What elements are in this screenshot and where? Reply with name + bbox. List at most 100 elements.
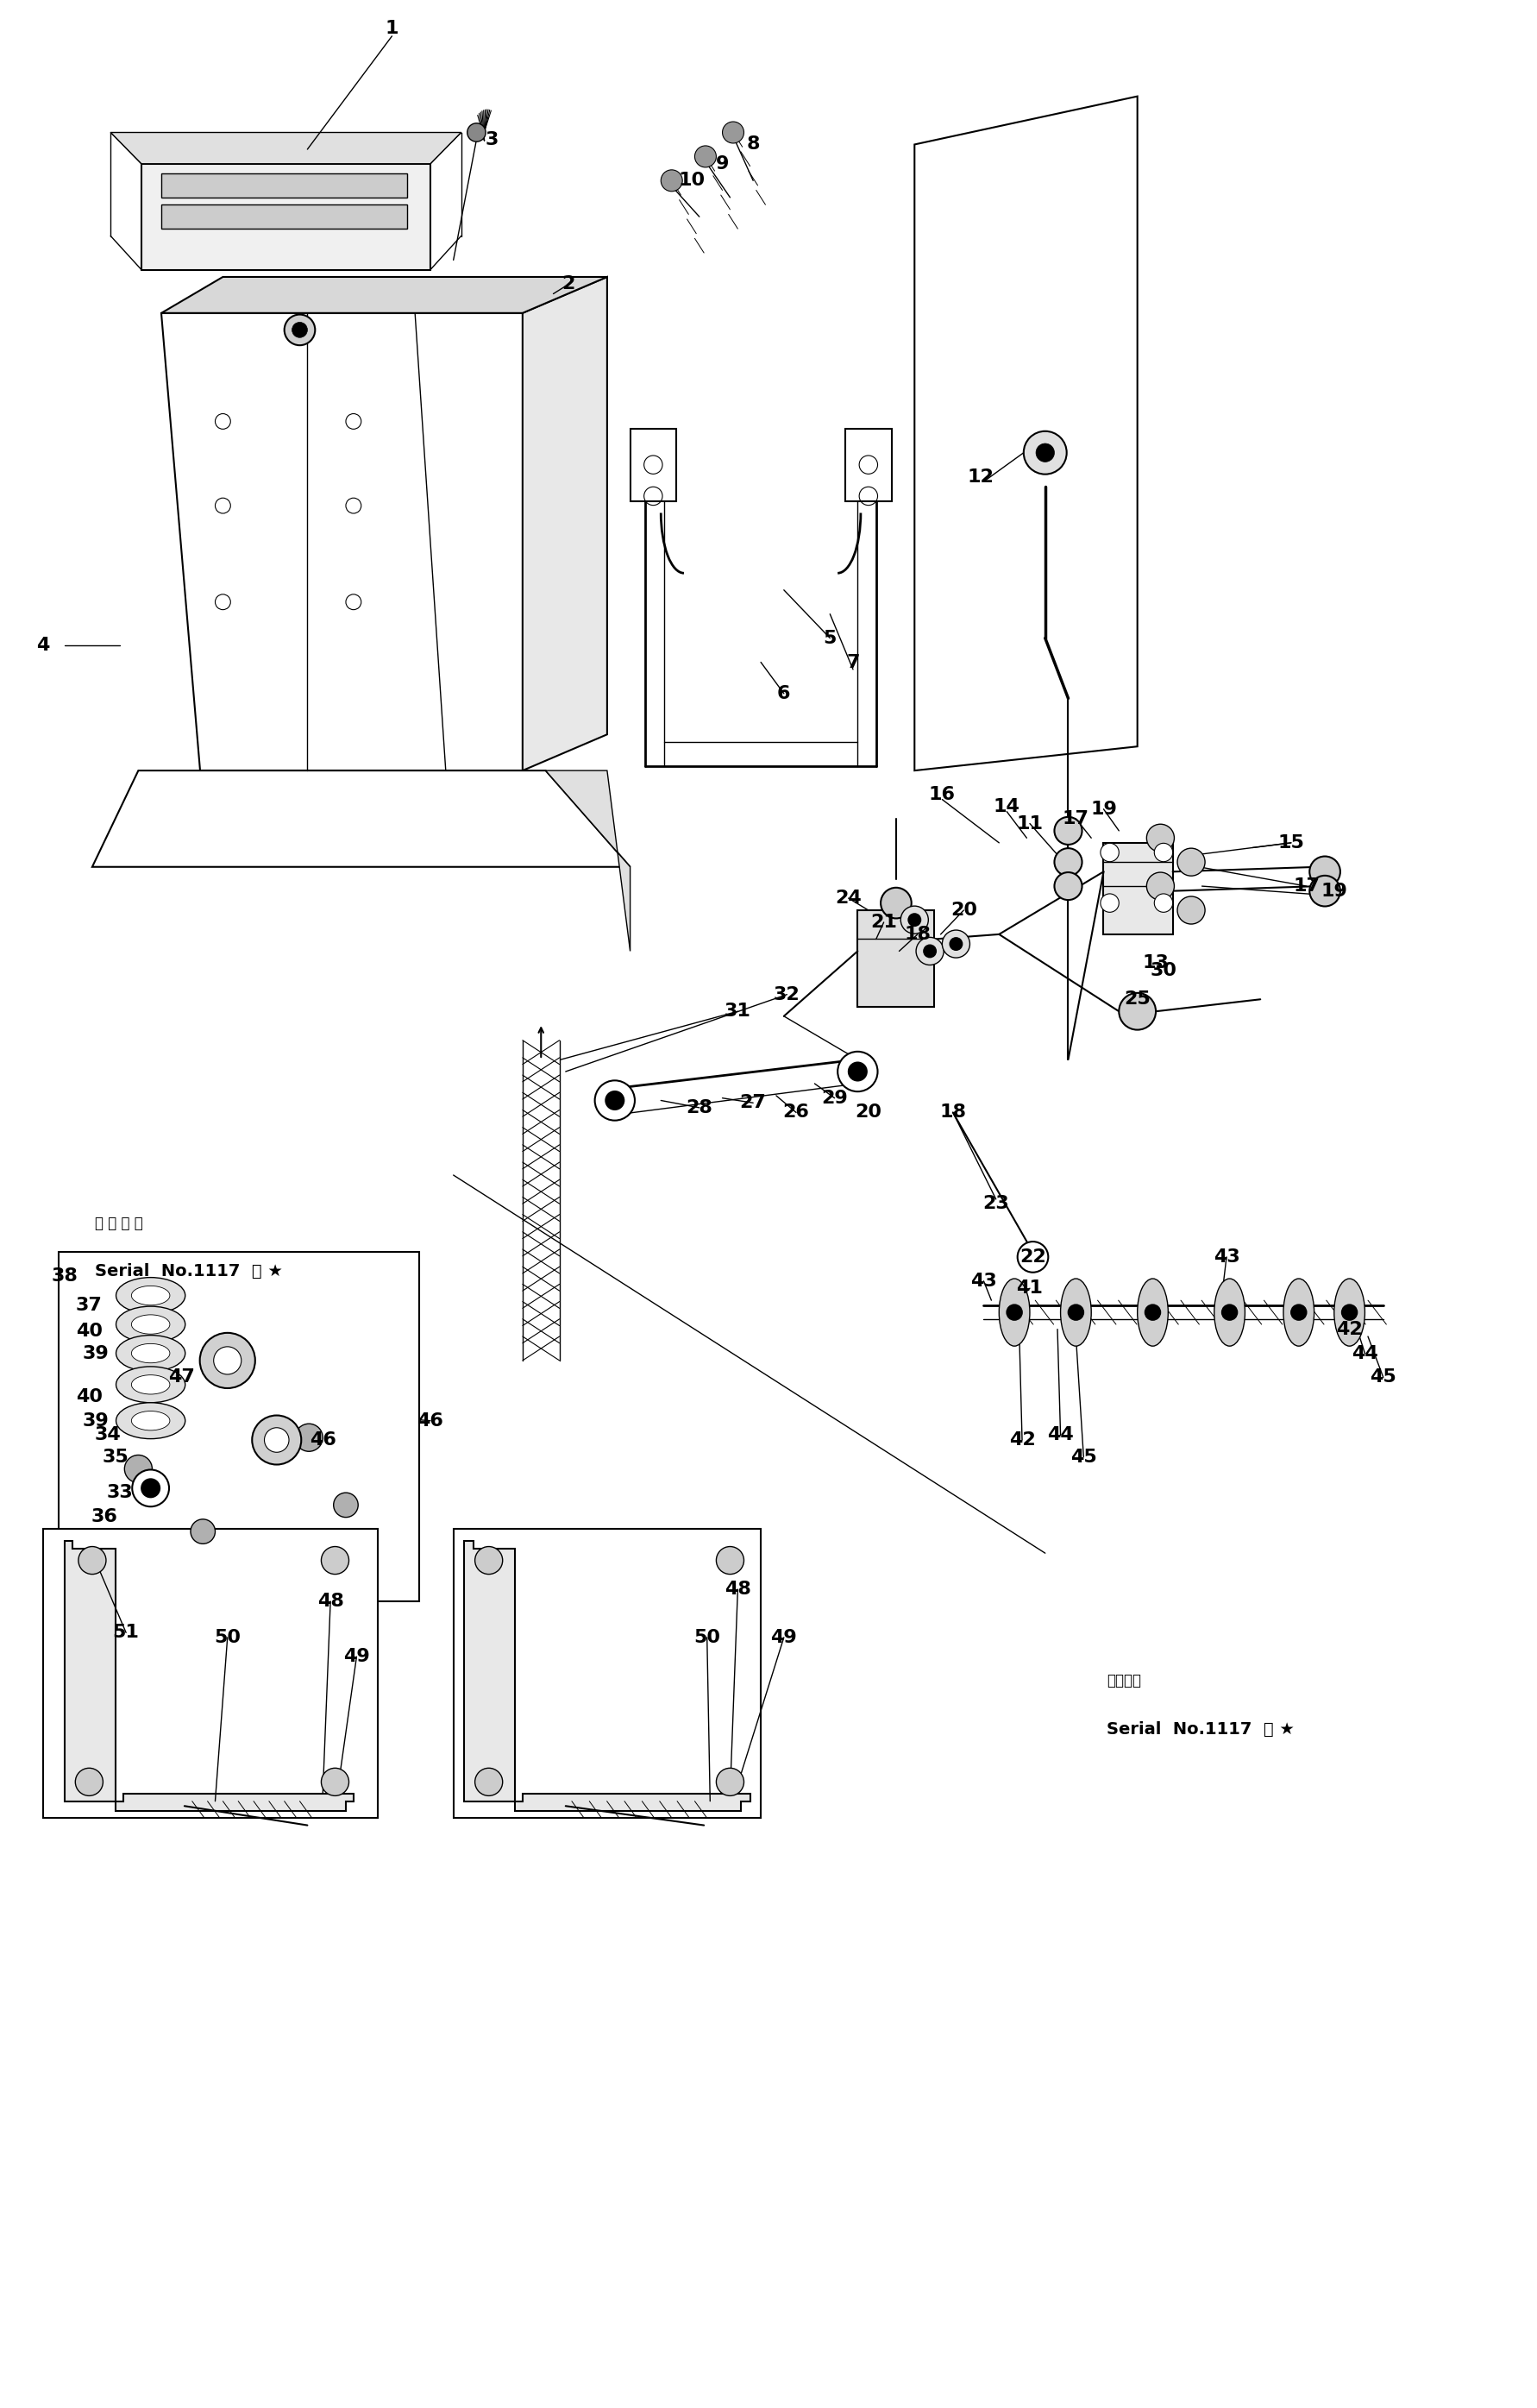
Ellipse shape [132,1375,171,1394]
Text: 1: 1 [386,19,398,39]
Text: 15: 15 [1277,833,1305,852]
Circle shape [1291,1305,1306,1320]
Ellipse shape [117,1279,186,1315]
Ellipse shape [132,1411,171,1430]
Text: 42: 42 [1008,1430,1036,1450]
Text: 18: 18 [904,925,931,944]
Text: 11: 11 [1016,814,1044,833]
Text: 24: 24 [835,889,862,908]
Circle shape [467,123,486,142]
Ellipse shape [132,1286,171,1305]
Circle shape [1310,857,1340,886]
Ellipse shape [132,1315,171,1334]
Ellipse shape [1061,1279,1091,1346]
Circle shape [942,929,970,958]
Text: 38: 38 [51,1267,78,1286]
Circle shape [1147,872,1174,901]
Text: 7: 7 [847,653,859,672]
Ellipse shape [1283,1279,1314,1346]
Text: 43: 43 [1213,1247,1240,1267]
Text: 50: 50 [693,1628,721,1647]
Text: 40: 40 [75,1322,103,1341]
Circle shape [191,1519,215,1544]
Text: 10: 10 [678,171,705,190]
Ellipse shape [132,1344,171,1363]
Circle shape [1119,992,1156,1031]
Text: 2: 2 [563,275,575,294]
Bar [58,1252,420,1601]
Bar [43,1529,378,1818]
Bar [858,910,934,1007]
Text: 25: 25 [1124,990,1151,1009]
Text: 50: 50 [214,1628,241,1647]
Text: 42: 42 [1336,1320,1363,1339]
Circle shape [716,1767,744,1796]
Text: 19: 19 [1090,799,1117,819]
Circle shape [264,1428,289,1452]
Text: 48: 48 [724,1580,752,1599]
Text: 33: 33 [106,1483,134,1503]
Bar [1104,843,1173,934]
Ellipse shape [999,1279,1030,1346]
Circle shape [1145,1305,1160,1320]
Text: 19: 19 [1320,881,1348,901]
Circle shape [252,1416,301,1464]
Text: 18: 18 [939,1103,967,1122]
Circle shape [908,913,921,927]
Text: 22: 22 [1019,1247,1047,1267]
Polygon shape [65,1541,354,1811]
Text: 14: 14 [993,797,1021,816]
Circle shape [321,1767,349,1796]
Circle shape [881,889,911,917]
Circle shape [901,905,928,934]
Text: 37: 37 [75,1296,103,1315]
Circle shape [1068,1305,1084,1320]
Text: 4: 4 [37,636,49,655]
Circle shape [1154,843,1173,862]
Circle shape [916,937,944,966]
Circle shape [1024,431,1067,474]
Text: 26: 26 [782,1103,810,1122]
Text: 51: 51 [112,1623,140,1642]
Text: 44: 44 [1351,1344,1379,1363]
Circle shape [1100,843,1119,862]
Circle shape [595,1081,635,1120]
Text: 20: 20 [950,901,978,920]
Ellipse shape [117,1336,186,1373]
Text: 12: 12 [967,467,994,486]
Text: 20: 20 [855,1103,882,1122]
Text: 45: 45 [1369,1368,1397,1387]
Circle shape [75,1767,103,1796]
Text: 9: 9 [716,154,729,173]
Polygon shape [161,277,607,313]
Text: 36: 36 [91,1507,118,1527]
Circle shape [292,323,307,337]
Text: 28: 28 [686,1098,713,1117]
Circle shape [141,1479,160,1498]
Bar [845,429,891,501]
Text: 39: 39 [81,1344,109,1363]
Circle shape [321,1546,349,1575]
Circle shape [950,937,962,951]
Ellipse shape [1334,1279,1365,1346]
Circle shape [132,1469,169,1507]
Text: 45: 45 [1070,1447,1097,1466]
Circle shape [924,944,936,958]
Circle shape [284,315,315,344]
Ellipse shape [117,1305,186,1344]
Text: 6: 6 [778,684,790,703]
Bar [630,429,676,501]
Text: 43: 43 [970,1271,998,1291]
Circle shape [1036,443,1054,462]
Bar [453,1529,761,1818]
Text: Serial  No.1117  ～ ★: Serial No.1117 ～ ★ [95,1264,283,1279]
Circle shape [1054,816,1082,845]
Polygon shape [161,313,523,771]
Text: 40: 40 [75,1387,103,1406]
Ellipse shape [1137,1279,1168,1346]
Circle shape [334,1493,358,1517]
Text: Serial  No.1117  ～ ★: Serial No.1117 ～ ★ [1107,1722,1294,1736]
Circle shape [716,1546,744,1575]
Text: 30: 30 [1150,961,1177,980]
Text: 41: 41 [1016,1279,1044,1298]
